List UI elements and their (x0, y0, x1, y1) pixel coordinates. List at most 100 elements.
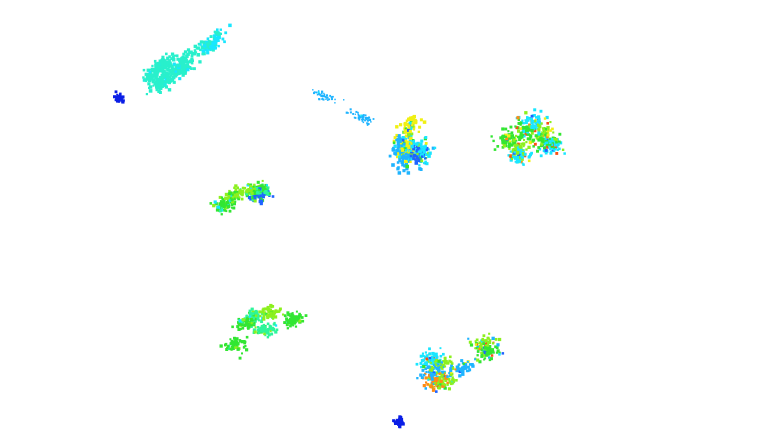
point (365, 118, 368, 121)
point (443, 386, 447, 390)
point (521, 127, 525, 131)
point (462, 362, 465, 365)
point (432, 358, 435, 361)
point (392, 139, 396, 143)
point (257, 331, 261, 334)
point (256, 313, 260, 317)
point (159, 65, 163, 69)
point (527, 119, 530, 122)
point (529, 153, 532, 157)
point (224, 192, 229, 197)
point (425, 362, 429, 365)
point (424, 351, 427, 354)
point (526, 132, 530, 136)
point (317, 91, 320, 94)
point (494, 345, 498, 349)
point (298, 312, 301, 316)
point (419, 118, 423, 122)
point (544, 134, 547, 137)
point (285, 319, 288, 322)
point (258, 319, 261, 322)
point (546, 126, 550, 130)
point (488, 340, 492, 344)
point (289, 324, 292, 328)
point (258, 188, 261, 191)
point (143, 78, 147, 82)
point (507, 144, 511, 149)
point (304, 314, 308, 317)
point (488, 339, 492, 342)
point (448, 359, 451, 363)
point (368, 116, 370, 119)
point (538, 129, 541, 132)
point (232, 206, 236, 210)
point (520, 131, 523, 134)
point (158, 64, 162, 68)
point (162, 79, 167, 84)
point (444, 379, 447, 382)
point (362, 118, 365, 121)
point (170, 72, 174, 76)
point (213, 200, 217, 204)
point (418, 167, 422, 171)
point (251, 312, 255, 316)
point (252, 188, 256, 191)
point (410, 142, 413, 145)
point (539, 109, 543, 113)
point (439, 347, 442, 350)
point (331, 98, 333, 101)
point (239, 327, 242, 331)
point (511, 150, 514, 153)
point (517, 148, 520, 151)
point (411, 151, 414, 154)
point (461, 372, 465, 376)
point (245, 319, 249, 323)
point (516, 158, 519, 162)
point (449, 360, 453, 364)
point (300, 316, 304, 319)
point (404, 134, 408, 138)
point (404, 158, 408, 162)
point (439, 354, 443, 358)
point (449, 367, 452, 371)
point (551, 142, 554, 145)
point (420, 159, 424, 163)
point (233, 341, 237, 345)
point (530, 131, 534, 135)
point (512, 136, 516, 140)
point (115, 97, 119, 101)
point (407, 156, 410, 159)
point (364, 114, 367, 117)
point (366, 122, 368, 124)
point (524, 111, 528, 115)
point (395, 125, 399, 129)
point (262, 316, 265, 319)
point (399, 416, 403, 419)
point (321, 92, 323, 95)
point (443, 365, 447, 368)
point (232, 347, 235, 350)
point (166, 74, 170, 79)
point (157, 77, 160, 81)
point (484, 339, 487, 342)
point (421, 153, 424, 156)
point (286, 311, 290, 315)
point (403, 146, 407, 150)
point (539, 135, 543, 139)
point (233, 186, 236, 189)
point (553, 137, 556, 141)
point (535, 116, 538, 119)
point (230, 345, 233, 348)
point (251, 196, 255, 200)
point (295, 318, 298, 321)
point (119, 92, 122, 96)
point (234, 184, 238, 188)
point (397, 134, 401, 138)
point (415, 362, 419, 366)
point (512, 138, 516, 142)
point (174, 66, 178, 69)
point (116, 93, 119, 96)
point (397, 166, 400, 169)
point (121, 98, 123, 101)
point (418, 164, 421, 167)
